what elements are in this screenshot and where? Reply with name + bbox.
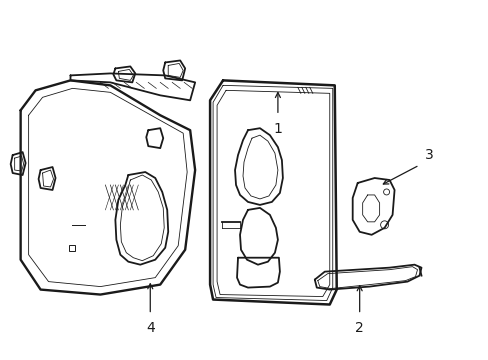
Text: 2: 2 bbox=[355, 321, 363, 336]
Text: 3: 3 bbox=[424, 148, 432, 162]
Text: 4: 4 bbox=[145, 321, 154, 336]
Text: 1: 1 bbox=[273, 122, 282, 136]
